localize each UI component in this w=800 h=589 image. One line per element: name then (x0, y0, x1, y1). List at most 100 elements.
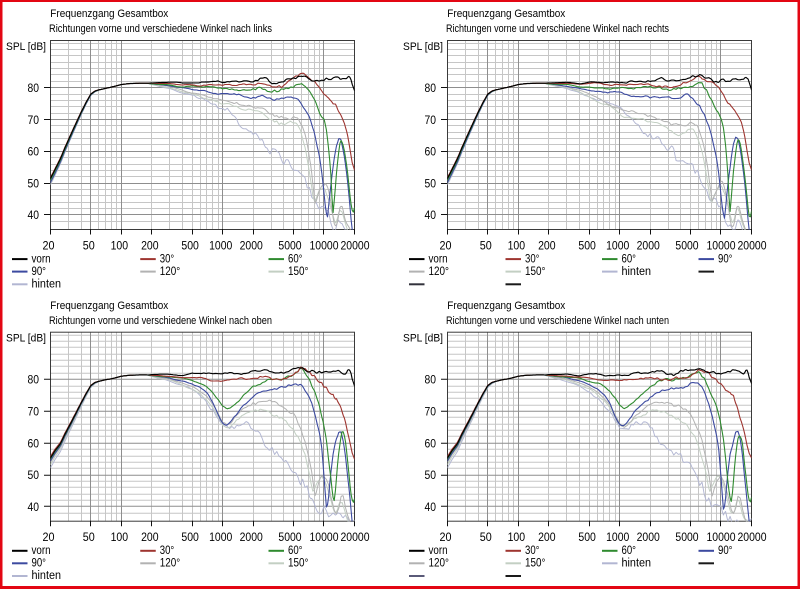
svg-text:60: 60 (425, 147, 437, 159)
svg-text:100: 100 (111, 240, 129, 252)
svg-text:Frequenzgang Gesamtbox: Frequenzgang Gesamtbox (50, 8, 168, 20)
svg-text:hinten: hinten (622, 266, 652, 278)
svg-text:2000: 2000 (637, 532, 660, 544)
svg-text:hinten: hinten (622, 558, 652, 570)
svg-text:150°: 150° (525, 558, 546, 570)
svg-text:5000: 5000 (675, 240, 698, 252)
svg-text:100: 100 (508, 240, 525, 252)
svg-text:60°: 60° (622, 253, 637, 265)
svg-text:50: 50 (480, 240, 492, 252)
svg-text:120°: 120° (160, 266, 181, 278)
svg-text:80: 80 (28, 83, 40, 95)
svg-text:80: 80 (425, 375, 437, 387)
svg-text:200: 200 (538, 532, 556, 544)
svg-text:40: 40 (28, 502, 40, 514)
svg-text:60: 60 (425, 438, 437, 450)
svg-text:vorn: vorn (32, 253, 51, 265)
svg-text:vorn: vorn (429, 253, 448, 265)
svg-text:500: 500 (181, 532, 199, 544)
svg-text:60: 60 (28, 438, 40, 450)
svg-text:150°: 150° (288, 558, 309, 570)
svg-text:40: 40 (425, 210, 437, 222)
svg-text:120°: 120° (429, 266, 450, 278)
svg-text:20: 20 (440, 240, 452, 252)
svg-text:80: 80 (28, 375, 40, 387)
svg-text:20: 20 (43, 240, 55, 252)
svg-text:Frequenzgang Gesamtbox: Frequenzgang Gesamtbox (447, 300, 565, 312)
svg-text:Richtungen vorne und verschied: Richtungen vorne und verschiedene Winkel… (49, 315, 272, 327)
svg-text:60°: 60° (288, 253, 303, 265)
svg-text:500: 500 (578, 240, 596, 252)
svg-text:vorn: vorn (429, 545, 448, 557)
svg-text:20000: 20000 (341, 532, 370, 544)
svg-text:10000: 10000 (310, 240, 339, 252)
svg-text:50: 50 (28, 470, 40, 482)
svg-text:5000: 5000 (278, 532, 301, 544)
svg-text:20000: 20000 (341, 240, 370, 252)
svg-text:200: 200 (141, 532, 159, 544)
svg-text:500: 500 (181, 240, 199, 252)
svg-text:120°: 120° (429, 558, 450, 570)
svg-text:200: 200 (141, 240, 159, 252)
svg-text:70: 70 (28, 407, 40, 419)
svg-text:5000: 5000 (278, 240, 301, 252)
svg-text:SPL [dB]: SPL [dB] (403, 333, 443, 345)
svg-text:50: 50 (425, 178, 437, 190)
svg-text:50: 50 (83, 532, 95, 544)
svg-text:150°: 150° (288, 266, 309, 278)
svg-text:100: 100 (111, 532, 129, 544)
svg-text:50: 50 (425, 470, 437, 482)
svg-text:50: 50 (83, 240, 95, 252)
svg-text:Frequenzgang Gesamtbox: Frequenzgang Gesamtbox (447, 8, 565, 20)
svg-text:40: 40 (425, 502, 437, 514)
svg-text:30°: 30° (525, 253, 540, 265)
svg-text:1000: 1000 (209, 240, 232, 252)
svg-text:2000: 2000 (240, 532, 263, 544)
svg-text:vorn: vorn (32, 545, 51, 557)
svg-text:80: 80 (425, 83, 437, 95)
svg-text:30°: 30° (160, 253, 175, 265)
svg-text:2000: 2000 (240, 240, 263, 252)
svg-text:200: 200 (538, 240, 556, 252)
svg-text:60: 60 (28, 147, 40, 159)
svg-text:60°: 60° (288, 545, 303, 557)
svg-text:hinten: hinten (32, 570, 62, 582)
svg-text:10000: 10000 (707, 532, 736, 544)
svg-text:hinten: hinten (32, 279, 62, 291)
svg-text:70: 70 (425, 115, 437, 127)
svg-text:20000: 20000 (738, 532, 767, 544)
svg-text:70: 70 (425, 407, 437, 419)
svg-text:50: 50 (28, 178, 40, 190)
svg-text:SPL [dB]: SPL [dB] (6, 41, 46, 53)
svg-text:1000: 1000 (606, 532, 629, 544)
svg-text:10000: 10000 (707, 240, 736, 252)
svg-text:Richtungen vorne und verschied: Richtungen vorne und verschiedene Winkel… (446, 23, 669, 35)
svg-text:Richtungen vorne und verschied: Richtungen vorne und verschiedene Winkel… (49, 23, 272, 35)
svg-text:SPL [dB]: SPL [dB] (403, 41, 443, 53)
svg-text:70: 70 (28, 115, 40, 127)
svg-text:500: 500 (578, 532, 596, 544)
svg-text:90°: 90° (718, 545, 733, 557)
svg-text:60°: 60° (622, 545, 637, 557)
svg-text:150°: 150° (525, 266, 546, 278)
svg-text:30°: 30° (160, 545, 175, 557)
svg-text:120°: 120° (160, 558, 181, 570)
svg-text:SPL [dB]: SPL [dB] (6, 333, 46, 345)
svg-text:100: 100 (508, 532, 525, 544)
svg-text:10000: 10000 (310, 532, 339, 544)
svg-text:90°: 90° (32, 558, 47, 570)
svg-text:Frequenzgang Gesamtbox: Frequenzgang Gesamtbox (50, 300, 168, 312)
svg-text:20: 20 (440, 532, 452, 544)
svg-text:20: 20 (43, 532, 55, 544)
svg-text:5000: 5000 (675, 532, 698, 544)
svg-text:Richtungen vorne und verschied: Richtungen vorne und verschiedene Winkel… (446, 315, 669, 327)
svg-text:50: 50 (480, 532, 492, 544)
svg-text:30°: 30° (525, 545, 540, 557)
svg-text:40: 40 (28, 210, 40, 222)
svg-text:20000: 20000 (738, 240, 767, 252)
svg-text:1000: 1000 (606, 240, 629, 252)
svg-text:1000: 1000 (209, 532, 232, 544)
svg-text:2000: 2000 (637, 240, 660, 252)
svg-text:90°: 90° (32, 266, 47, 278)
svg-text:90°: 90° (718, 253, 733, 265)
